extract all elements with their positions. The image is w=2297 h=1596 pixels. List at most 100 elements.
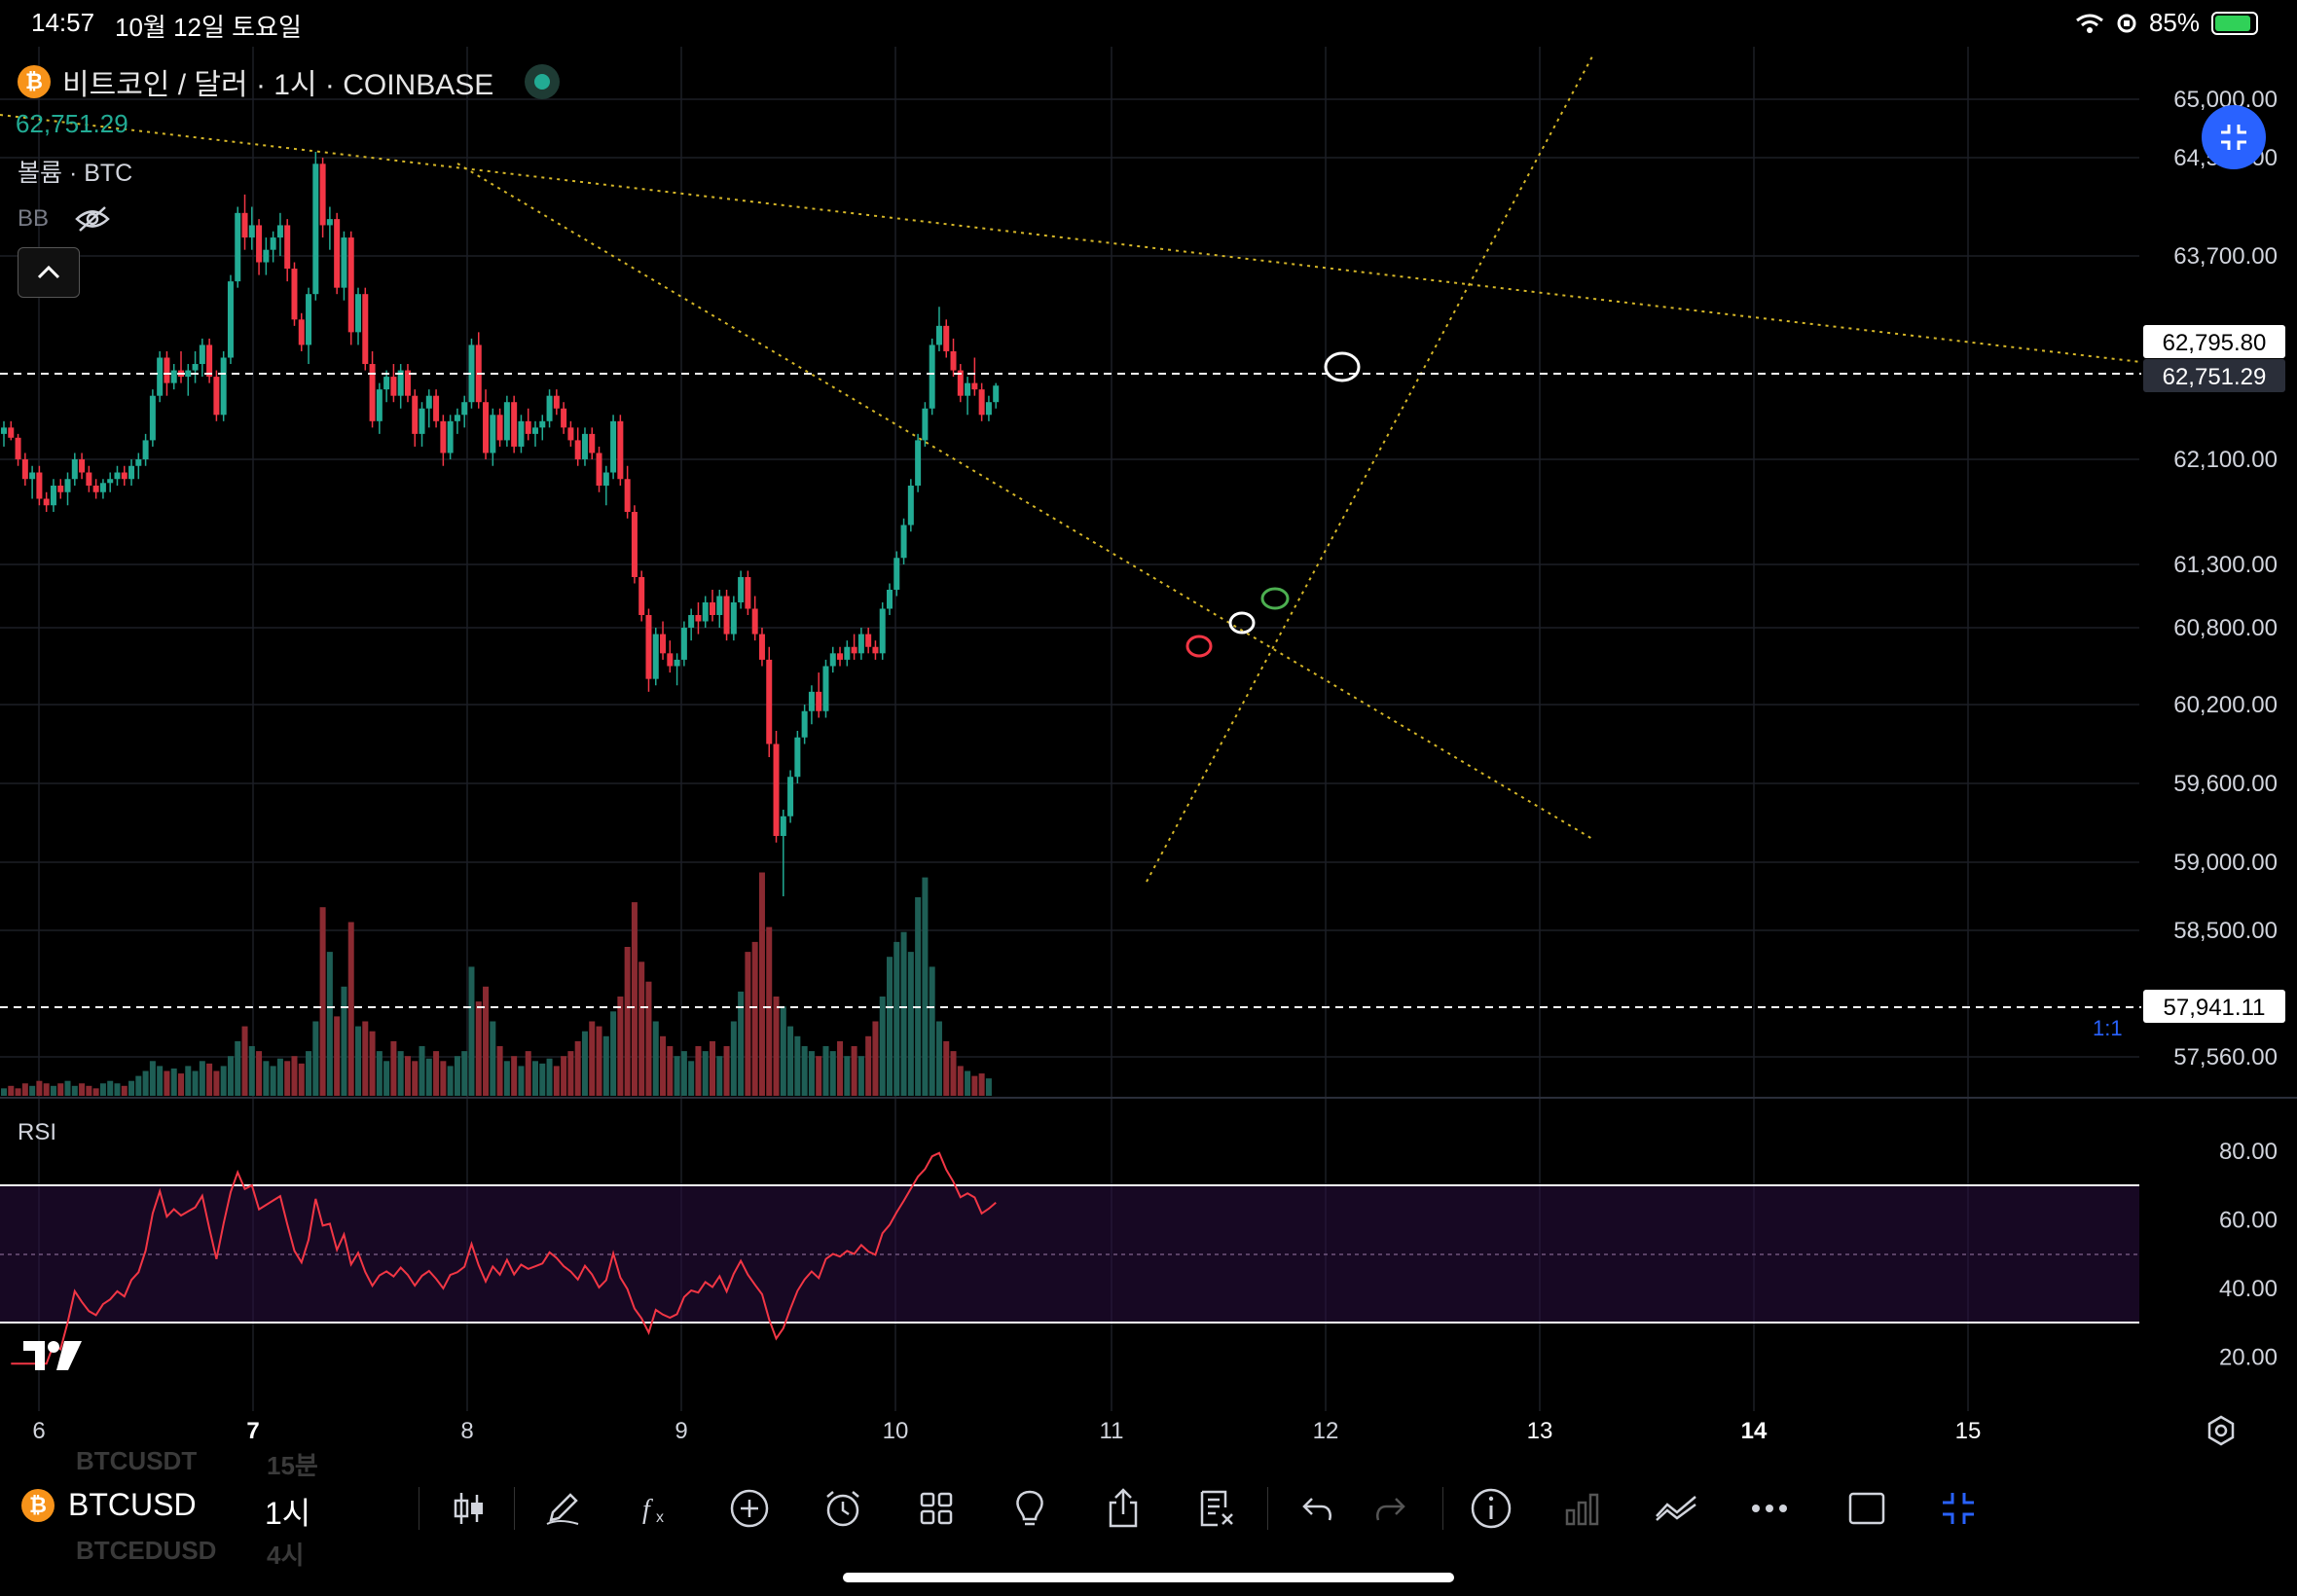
time-tick-label: 8 [460,1418,473,1444]
marker-circle-white-large[interactable] [1324,351,1361,382]
eye-off-icon[interactable] [74,204,111,234]
drawing-tools-button[interactable] [535,1481,590,1536]
volume-bar [723,1046,730,1096]
candle [341,231,347,301]
candle [865,628,872,654]
financials-button[interactable] [1555,1481,1610,1536]
candle [241,194,248,250]
ghost-symbol-below: BTCEDUSD [76,1536,217,1565]
legend-last-price: 62,751.29 [16,109,128,138]
volume-bar [929,966,935,1096]
volume-bar [589,1021,596,1096]
layout-button[interactable] [909,1481,964,1536]
marker-circle-green[interactable] [1260,587,1290,610]
compare-symbols-button[interactable] [1649,1481,1703,1536]
candle [425,389,432,428]
exit-fullscreen-button[interactable] [2202,105,2266,169]
chart-legend[interactable]: ₿ 비트코인 / 달러 · 1시 · COINBASE [18,60,561,103]
volume-bar [617,997,624,1096]
price-tag-label: 62,751.29 [2163,364,2267,390]
alert-button[interactable] [816,1481,870,1536]
candle [376,382,383,434]
volume-bar [872,1021,879,1096]
candle [276,212,283,256]
volume-bar [674,1056,680,1096]
volume-bar [64,1080,71,1096]
volume-bar [532,1061,538,1096]
marker-circle-white-small[interactable] [1228,611,1256,635]
object-tree-button[interactable] [1189,1481,1244,1536]
trend-line-descending[interactable] [456,163,1593,840]
candle [170,364,177,390]
volume-bar [496,1046,503,1096]
rsi-tick-label: 20.00 [2219,1344,2278,1370]
symbol-title[interactable]: 비트코인 / 달러 · 1시 · COINBASE [62,69,494,101]
interval-selector[interactable]: 1시 [265,1496,311,1531]
settings-icon[interactable] [2207,1415,2235,1446]
ideas-button[interactable] [1003,1481,1057,1536]
volume-bar [319,907,326,1096]
candle [362,287,369,371]
candle [829,646,836,673]
candle [978,382,985,421]
candle [71,453,78,486]
info-button[interactable] [1464,1481,1518,1536]
rsi-indicator-label[interactable]: RSI [18,1119,57,1145]
horizontal-lines [0,373,2141,1008]
volume-bar [553,1066,560,1096]
candle [617,415,624,486]
legend-collapse-button[interactable] [18,247,80,298]
marker-circle-red[interactable] [1185,635,1213,658]
bb-indicator[interactable]: BB [18,204,111,234]
time-axis[interactable]: 6 7 8 9 10 11 12 13 14 15 [32,1418,1981,1444]
candle [730,596,737,641]
volume-bar [71,1085,78,1096]
fullscreen-toggle-button[interactable] [1931,1481,1986,1536]
volume-indicator-label[interactable]: 볼륨 · BTC [18,160,133,187]
volume-bar [164,1070,170,1096]
volume-bar [8,1085,15,1096]
volume-bar [758,872,765,1096]
chart-canvas[interactable]: 65,000.0064,500.0063,700.0062,100.0061,3… [0,47,2297,1460]
candle [142,433,149,466]
undo-button[interactable] [1291,1481,1345,1536]
volume-bar [561,1056,567,1096]
volume-bar [610,1011,617,1096]
volume-bars [1,872,992,1096]
ratio-label[interactable]: 1:1 [2093,1016,2123,1040]
trend-line-upper[interactable] [0,114,2142,363]
volume-bar [256,1051,263,1096]
candle [227,274,234,365]
trend-lines[interactable] [0,55,2142,883]
candle [758,628,765,667]
more-button[interactable] [1742,1481,1797,1536]
candle [192,350,199,383]
volume-bar [879,997,886,1096]
candles [1,152,1000,896]
chart-type-button[interactable] [442,1481,496,1536]
candle [667,640,674,673]
collapse-icon [2221,125,2246,150]
bitcoin-logo-icon: ₿ [18,65,51,98]
price-tick-label: 60,200.00 [2173,692,2278,718]
candle [79,453,86,480]
price-axis[interactable]: 65,000.0064,500.0063,700.0062,100.0061,3… [2173,87,2278,1070]
trend-line-ascending[interactable] [1146,55,1593,883]
bb-indicator-label: BB [18,205,50,232]
compare-add-button[interactable] [722,1481,777,1536]
candle [157,350,164,403]
redo-button[interactable] [1363,1481,1417,1536]
symbol-selector[interactable]: ₿ BTCUSD [21,1487,197,1523]
volume-bar [935,1021,942,1096]
volume-bar [412,1061,419,1096]
candle [993,382,1000,409]
price-tag [2143,325,2285,358]
candle [857,628,864,660]
time-tick-label: 9 [675,1418,687,1444]
volume-bar [50,1085,56,1096]
volume-bar [79,1083,86,1096]
share-button[interactable] [1096,1481,1150,1536]
volume-bar [631,902,638,1096]
window-button[interactable] [1840,1481,1894,1536]
